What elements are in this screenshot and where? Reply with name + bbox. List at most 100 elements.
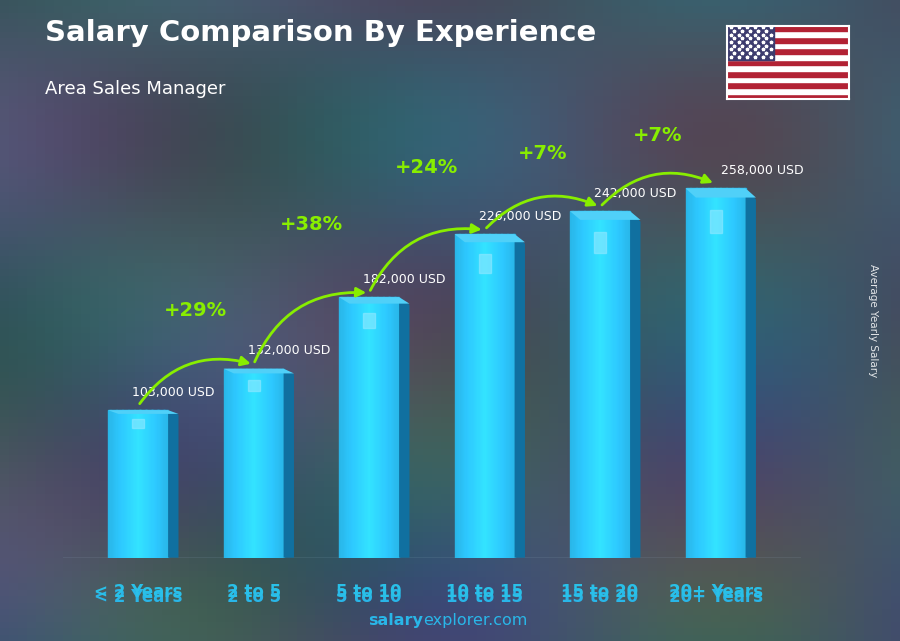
Bar — [727, 188, 729, 558]
Bar — [491, 234, 493, 558]
Bar — [359, 297, 361, 558]
Bar — [165, 410, 166, 558]
Bar — [350, 297, 351, 558]
Polygon shape — [168, 410, 178, 558]
Bar — [716, 188, 717, 558]
Polygon shape — [399, 297, 410, 558]
Bar — [484, 234, 486, 558]
Bar — [109, 410, 111, 558]
Bar — [223, 369, 225, 558]
Bar — [594, 232, 606, 253]
Bar — [238, 369, 239, 558]
Bar — [225, 369, 226, 558]
Bar — [730, 188, 732, 558]
Bar — [473, 234, 475, 558]
Text: 5 to 10: 5 to 10 — [337, 583, 401, 601]
Bar — [575, 212, 576, 558]
Bar — [351, 297, 353, 558]
Bar — [613, 212, 615, 558]
Bar — [488, 234, 490, 558]
Bar — [598, 212, 600, 558]
Bar — [343, 297, 344, 558]
Bar — [166, 410, 168, 558]
Bar — [691, 188, 693, 558]
Bar — [727, 88, 849, 94]
Bar — [588, 212, 590, 558]
Bar — [693, 188, 694, 558]
Bar — [731, 188, 733, 558]
Bar — [150, 410, 151, 558]
Bar — [702, 188, 704, 558]
Bar — [688, 188, 689, 558]
Bar — [479, 234, 480, 558]
Bar — [576, 212, 578, 558]
Bar — [229, 369, 230, 558]
Bar — [494, 234, 496, 558]
Bar — [611, 212, 612, 558]
Bar — [230, 369, 231, 558]
Bar — [122, 410, 124, 558]
Bar — [373, 297, 374, 558]
Bar — [277, 369, 279, 558]
Bar — [232, 369, 233, 558]
Bar — [505, 234, 507, 558]
Bar — [580, 212, 582, 558]
Bar — [595, 212, 597, 558]
Text: +29%: +29% — [165, 301, 228, 320]
Bar — [123, 410, 125, 558]
Bar — [612, 212, 614, 558]
Bar — [508, 234, 510, 558]
Bar — [620, 212, 622, 558]
Bar — [476, 234, 478, 558]
Bar — [464, 234, 465, 558]
Bar — [126, 410, 128, 558]
Bar — [713, 188, 715, 558]
Text: 2 to 5: 2 to 5 — [227, 583, 281, 601]
Bar — [727, 48, 849, 54]
Bar — [281, 369, 283, 558]
Bar — [509, 234, 511, 558]
Bar — [694, 188, 696, 558]
Bar — [356, 297, 357, 558]
Bar — [598, 212, 599, 558]
Bar — [690, 188, 692, 558]
Bar — [727, 71, 849, 77]
Bar — [586, 212, 587, 558]
Bar — [475, 234, 476, 558]
Bar — [120, 410, 122, 558]
Bar — [623, 212, 625, 558]
Bar — [590, 212, 592, 558]
Bar — [483, 234, 485, 558]
Bar — [252, 369, 254, 558]
Bar — [600, 212, 601, 558]
Polygon shape — [630, 212, 641, 558]
Bar — [355, 297, 356, 558]
Bar — [129, 410, 130, 558]
Bar — [701, 188, 703, 558]
Polygon shape — [454, 234, 525, 242]
Bar — [245, 369, 247, 558]
Bar — [132, 419, 144, 428]
Bar — [147, 410, 148, 558]
Bar — [606, 212, 608, 558]
Text: +38%: +38% — [280, 215, 343, 234]
Bar — [591, 212, 593, 558]
Text: Area Sales Manager: Area Sales Manager — [45, 80, 226, 98]
Bar — [619, 212, 621, 558]
Bar — [363, 297, 365, 558]
Bar — [609, 212, 611, 558]
Bar — [354, 297, 355, 558]
Bar — [504, 234, 505, 558]
Bar — [470, 234, 472, 558]
Bar — [391, 297, 392, 558]
Bar — [727, 82, 849, 88]
Bar — [454, 234, 456, 558]
Bar — [363, 313, 375, 328]
Bar — [374, 297, 375, 558]
Bar — [257, 369, 258, 558]
Bar — [729, 188, 730, 558]
Bar — [727, 26, 849, 31]
Bar — [593, 212, 594, 558]
Bar — [275, 369, 276, 558]
Bar — [340, 297, 342, 558]
